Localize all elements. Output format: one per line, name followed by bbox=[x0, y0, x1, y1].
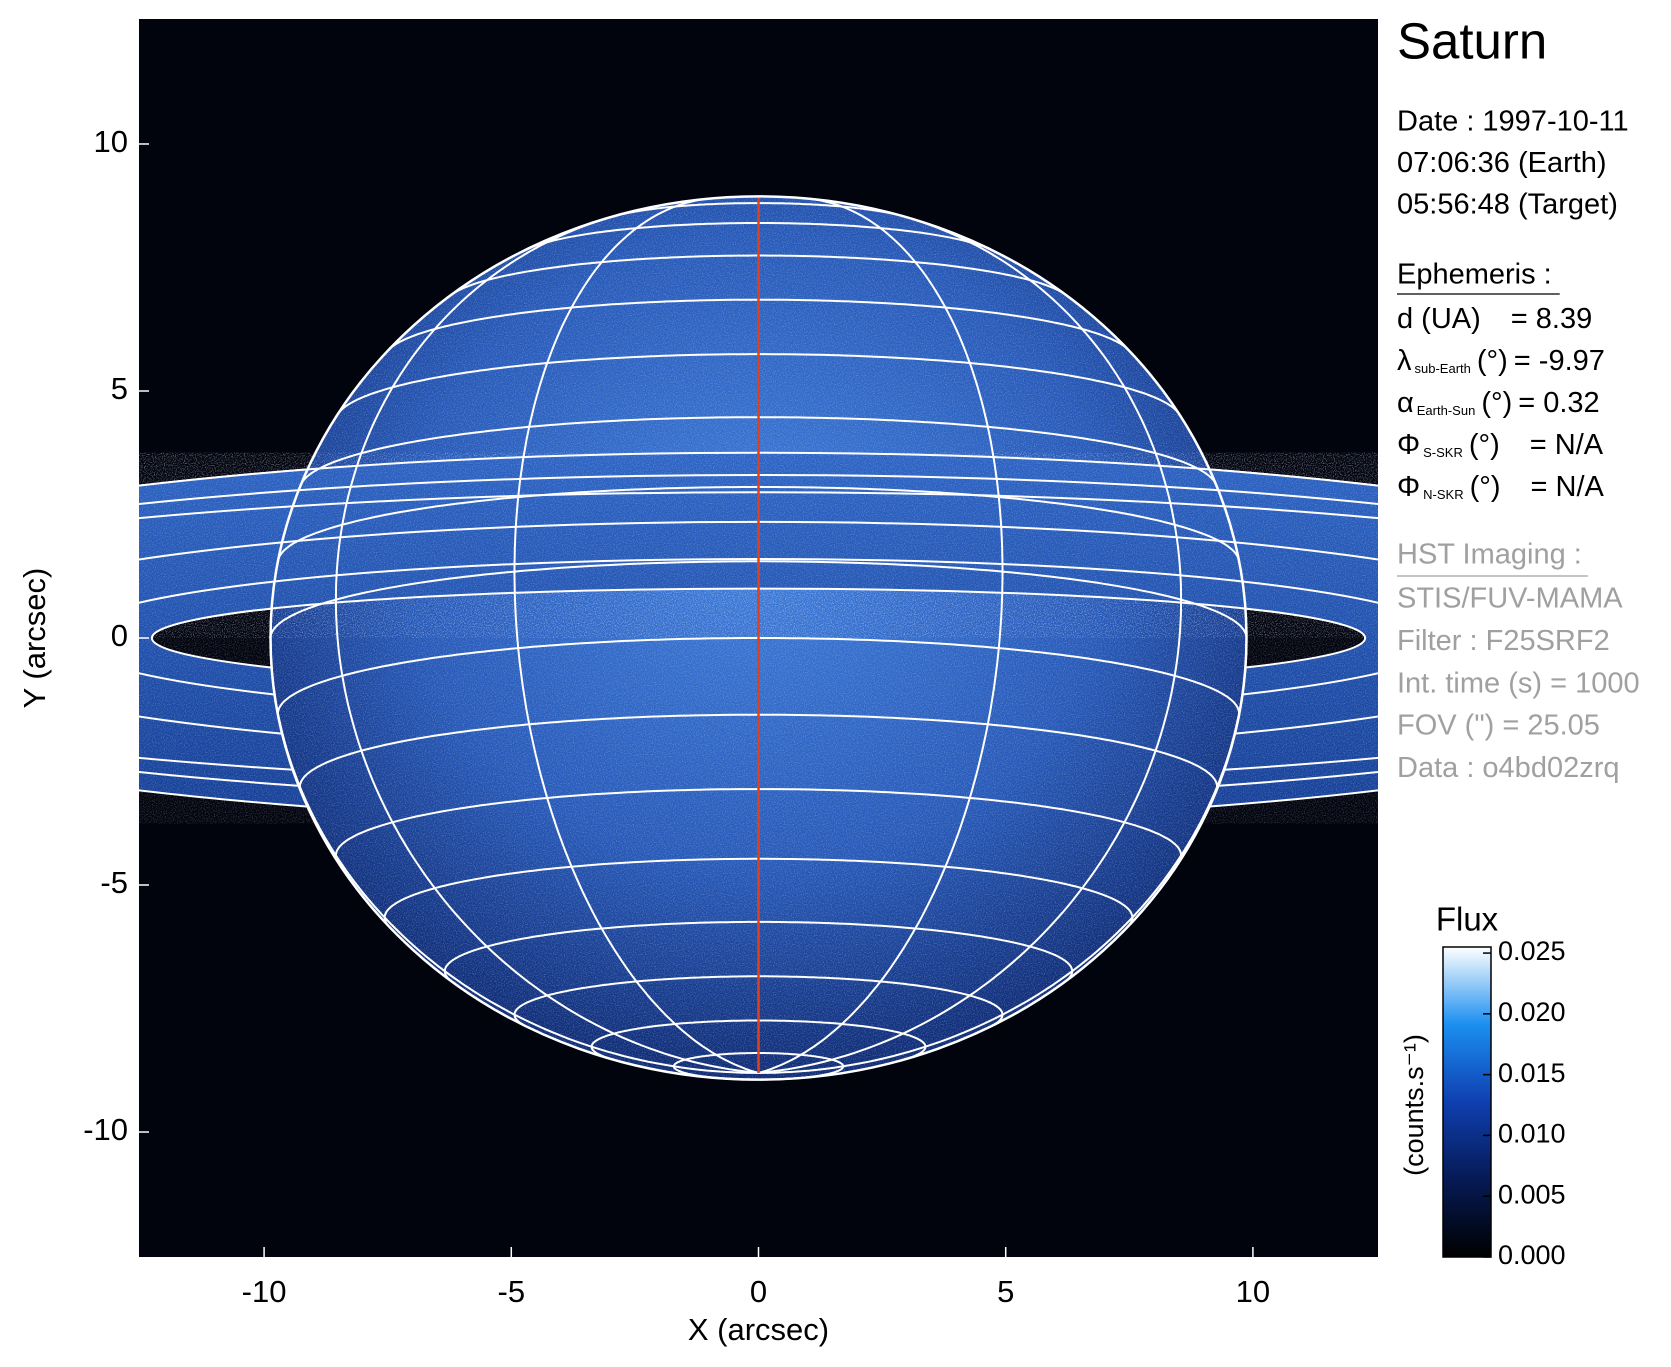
x-tick-label: 0 bbox=[750, 1274, 767, 1309]
y-tick-label: 0 bbox=[111, 618, 128, 653]
colorbar-tick-label: 0.025 bbox=[1498, 936, 1566, 966]
ephemeris-symbol: Φ bbox=[1397, 471, 1420, 503]
ephemeris-subscript: Earth-Sun bbox=[1417, 403, 1476, 418]
date-line: Date : 1997-10-11 bbox=[1397, 106, 1629, 138]
meridian bbox=[334, 215, 759, 1074]
instrument-line: STIS/FUV-MAMA bbox=[1397, 583, 1623, 615]
ephemeris-unit: (°) bbox=[1477, 345, 1508, 377]
y-tick-label: 5 bbox=[111, 371, 128, 406]
ephemeris-unit: (°) bbox=[1470, 471, 1501, 503]
x-tick-label: 5 bbox=[997, 1274, 1014, 1309]
y-tick-label: 10 bbox=[94, 124, 128, 159]
date-line: 07:06:36 (Earth) bbox=[1397, 147, 1607, 179]
colorbar-label: (counts.s⁻¹) bbox=[1399, 1034, 1429, 1176]
ephemeris-unit: (°) bbox=[1469, 429, 1500, 461]
ephemeris-row: Φ N-SKR (°) = N/A bbox=[1397, 471, 1605, 503]
y-axis-label: Y (arcsec) bbox=[17, 568, 52, 709]
ephemeris-value: = 0.32 bbox=[1518, 387, 1599, 419]
instrument-line: Filter : F25SRF2 bbox=[1397, 625, 1610, 657]
colorbar-tick-label: 0.000 bbox=[1498, 1240, 1566, 1270]
x-tick-label: -5 bbox=[498, 1274, 526, 1309]
instrument-line: Data : o4bd02zrq bbox=[1397, 752, 1619, 784]
ephemeris-symbol: α bbox=[1397, 387, 1414, 419]
ephemeris-row: d (UA) = 8.39 bbox=[1397, 303, 1592, 335]
chart-title: Saturn bbox=[1397, 12, 1547, 69]
colorbar-tick-label: 0.005 bbox=[1498, 1179, 1566, 1209]
x-axis-label: X (arcsec) bbox=[688, 1312, 829, 1347]
ephemeris-unit: (°) bbox=[1481, 387, 1512, 419]
ephemeris-symbol: d (UA) bbox=[1397, 303, 1481, 335]
x-tick-label: 10 bbox=[1236, 1274, 1270, 1309]
y-tick-label: -10 bbox=[83, 1112, 128, 1147]
ephemeris-row: α Earth-Sun (°) = 0.32 bbox=[1397, 387, 1600, 419]
colorbar-tick-label: 0.020 bbox=[1498, 997, 1566, 1027]
ephemeris-title: Ephemeris : bbox=[1397, 259, 1552, 291]
meridian bbox=[758, 215, 1183, 1074]
meridian bbox=[758, 197, 1004, 1074]
ephemeris-row: λ sub-Earth (°) = -9.97 bbox=[1397, 345, 1605, 377]
ephemeris-value: = -9.97 bbox=[1514, 345, 1605, 377]
ephemeris-row: Φ S-SKR (°) = N/A bbox=[1397, 429, 1604, 461]
ephemeris-value: = N/A bbox=[1530, 429, 1604, 461]
ephemeris-symbol: Φ bbox=[1397, 429, 1420, 461]
colorbar-tick-label: 0.015 bbox=[1498, 1058, 1566, 1088]
ephemeris-value: = N/A bbox=[1531, 471, 1605, 503]
instrument-line: FOV (") = 25.05 bbox=[1397, 710, 1600, 742]
ephemeris-symbol: λ bbox=[1397, 345, 1412, 377]
ephemeris-value: = 8.39 bbox=[1511, 303, 1592, 335]
y-tick-label: -5 bbox=[100, 865, 128, 900]
colorbar-tick-label: 0.010 bbox=[1498, 1119, 1566, 1149]
x-tick-label: -10 bbox=[242, 1274, 287, 1309]
ephemeris-subscript: sub-Earth bbox=[1415, 361, 1471, 376]
image-area bbox=[139, 19, 1378, 1257]
ephemeris-subscript: S-SKR bbox=[1423, 445, 1463, 460]
limb bbox=[269, 195, 1248, 1081]
colorbar-title: Flux bbox=[1436, 901, 1499, 938]
date-line: 05:56:48 (Target) bbox=[1397, 189, 1618, 221]
meridian bbox=[513, 197, 759, 1074]
instrument-title: HST Imaging : bbox=[1397, 539, 1582, 571]
instrument-line: Int. time (s) = 1000 bbox=[1397, 667, 1640, 699]
colorbar bbox=[1442, 946, 1492, 1258]
ephemeris-subscript: N-SKR bbox=[1423, 487, 1463, 502]
